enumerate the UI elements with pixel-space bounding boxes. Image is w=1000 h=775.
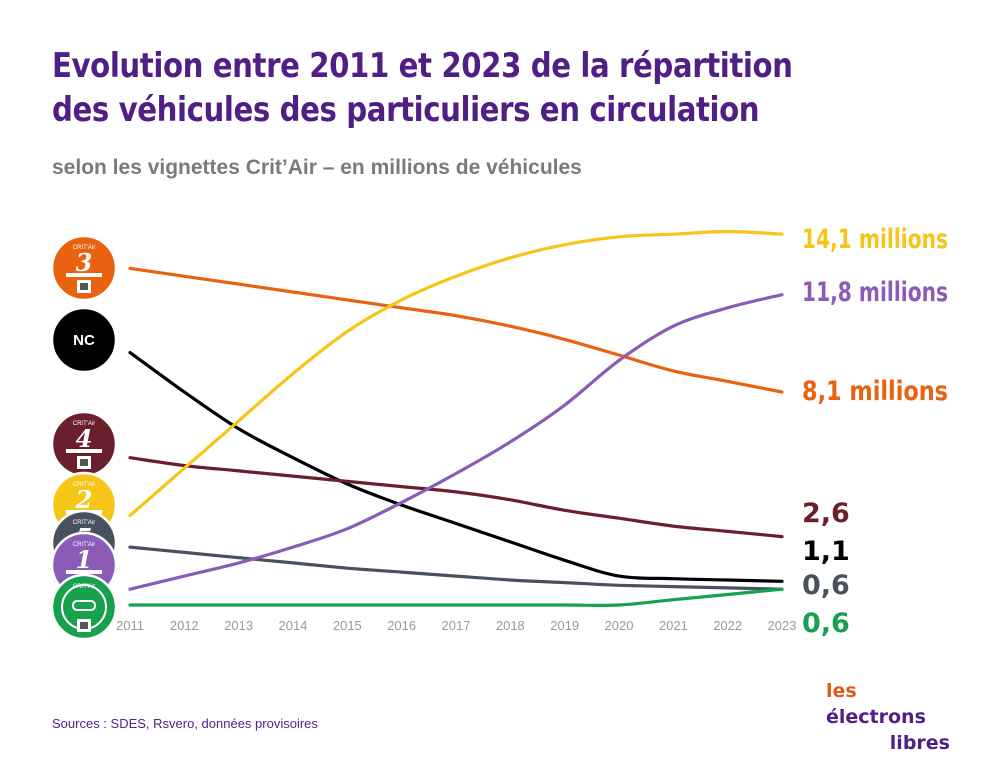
badge-stripe <box>66 273 102 277</box>
qr-code-inner <box>80 459 88 466</box>
badge-critair-text: CRIT'Air <box>73 520 95 526</box>
title-line-1: Evolution entre 2011 et 2023 de la répar… <box>52 46 793 86</box>
series-line-critair1 <box>128 293 784 591</box>
x-tick-label: 2015 <box>333 618 362 633</box>
x-axis-ticks: 2011 2012 2013 2014 2015 2016 2017 2018 2019 2020… <box>116 618 796 633</box>
badge-critair0: CRIT'Air <box>50 573 118 641</box>
series-lines <box>128 229 784 607</box>
badge-label: 2 <box>75 485 93 514</box>
logo-line-1: les électrons <box>826 678 956 730</box>
badge-critair-text: CRIT'Air <box>73 584 95 590</box>
source-note: Sources : SDES, Rsvero, données provisoi… <box>52 716 318 731</box>
x-tick-label: 2023 <box>768 618 797 633</box>
qr-code-inner <box>80 283 88 290</box>
logo-electrons: électrons <box>826 706 926 728</box>
badge-critair-text: CRIT'Air <box>73 542 95 548</box>
end-label-critair5: 0,6 <box>802 570 850 601</box>
series-line-critair0 <box>128 587 784 607</box>
end-label-critair0: 0,6 <box>802 608 850 639</box>
series-line-critair2 <box>128 229 784 518</box>
x-tick-label: 2018 <box>496 618 525 633</box>
series-line-critair3 <box>128 266 784 394</box>
x-tick-label: 2012 <box>170 618 199 633</box>
end-label-critair3: 8,1 millions <box>802 376 948 407</box>
x-tick-label: 2016 <box>387 618 416 633</box>
badge-critair-text: CRIT'Air <box>73 421 95 427</box>
x-tick-label: 2011 <box>116 618 144 633</box>
badge-critair-text: CRIT'Air <box>73 482 95 488</box>
badge-critair-text: CRIT'Air <box>73 245 95 251</box>
badge-stripe <box>66 570 102 574</box>
x-tick-label: 2021 <box>659 618 688 633</box>
title-line-2: des véhicules des particuliers en circul… <box>52 90 760 130</box>
x-tick-label: 2019 <box>550 618 579 633</box>
badge-nc: NC <box>50 306 118 374</box>
chart-subtitle: selon les vignettes Crit’Air – en millio… <box>52 156 582 179</box>
badge-circle <box>50 234 118 302</box>
series-line-nc <box>128 350 784 583</box>
logo-les: les <box>826 680 857 702</box>
badge-label: 4 <box>76 424 93 453</box>
car-icon <box>72 600 96 611</box>
logo-libres: libres <box>889 732 950 754</box>
chart-title: Evolution entre 2011 et 2023 de la répar… <box>52 44 826 132</box>
end-label-critair4: 2,6 <box>802 498 850 529</box>
badge-label: NC <box>73 332 95 349</box>
x-tick-label: 2022 <box>713 618 742 633</box>
brand-logo: les électrons libres <box>826 678 956 756</box>
x-tick-label: 2020 <box>605 618 634 633</box>
badge-stripe <box>66 449 102 453</box>
badge-label: 1 <box>76 545 93 574</box>
series-line-critair4 <box>128 456 784 539</box>
end-label-critair2: 14,1 millions <box>802 224 948 255</box>
series-line-critair5 <box>128 545 784 591</box>
series-badges: CRIT'Air3NCCRIT'Air4CRIT'Air2CRIT'Air5CR… <box>50 234 118 641</box>
qr-code-inner <box>80 622 88 629</box>
x-tick-label: 2017 <box>442 618 471 633</box>
series-end-labels: 8,1 millions 1,1 2,6 14,1 millions 0,6 11,8 m… <box>802 224 948 639</box>
x-tick-label: 2014 <box>279 618 308 633</box>
x-tick-label: 2013 <box>224 618 253 633</box>
end-label-critair1: 11,8 millions <box>802 277 948 308</box>
end-label-nc: 1,1 <box>802 536 850 567</box>
badge-circle <box>50 306 118 374</box>
badge-label: 3 <box>76 248 93 277</box>
